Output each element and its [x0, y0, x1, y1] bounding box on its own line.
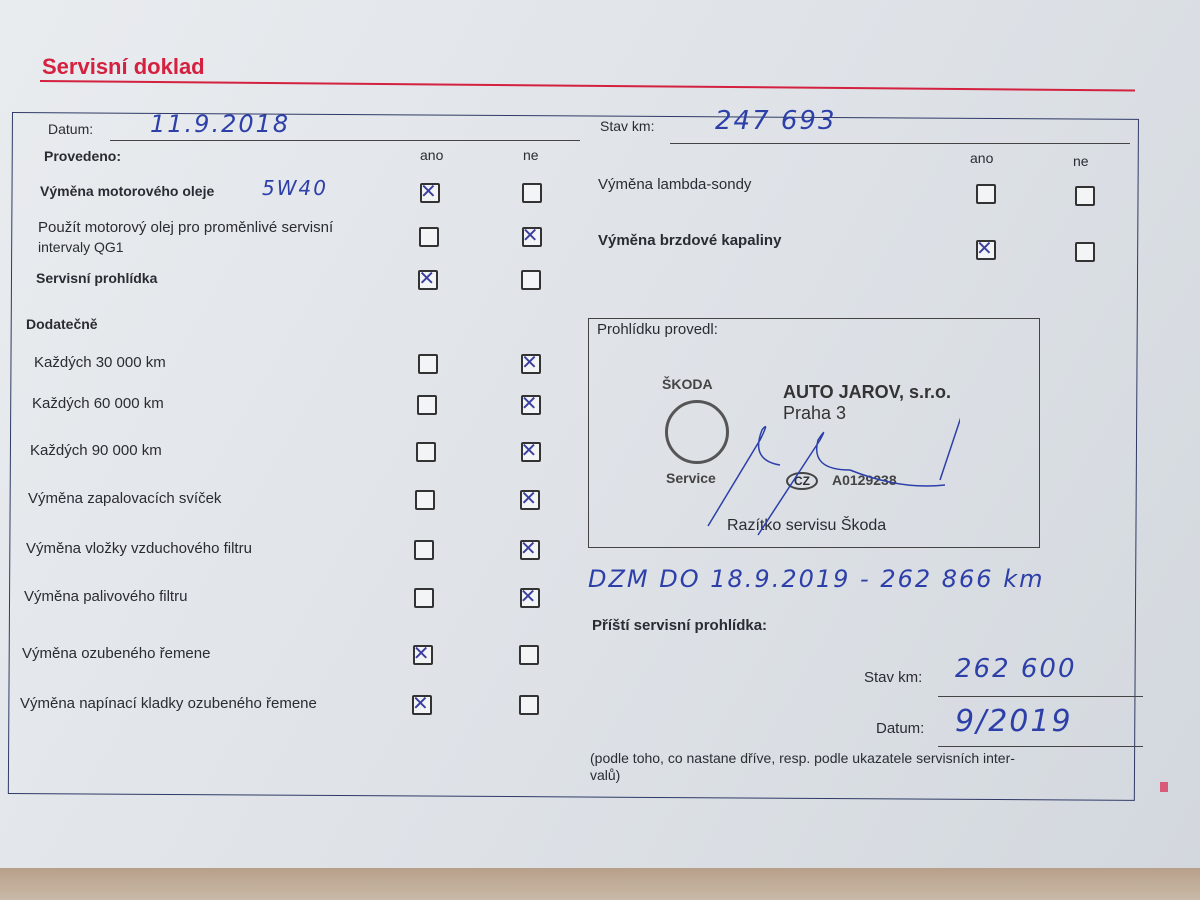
checkbox-ne[interactable] [1075, 242, 1095, 262]
stamp-company: AUTO JAROV, s.r.o. [783, 382, 952, 402]
row-label: Každých 60 000 km [32, 395, 164, 412]
row-label: Servisní prohlídka [36, 270, 158, 286]
row-label: Výměna lambda-sondy [598, 176, 752, 193]
col-ne-right: ne [1073, 153, 1089, 169]
checkbox-ano[interactable] [412, 691, 432, 716]
next-stav-value: 262 600 [955, 654, 1077, 684]
checkbox-ne[interactable] [520, 486, 541, 511]
next-datum-label: Datum: [876, 720, 925, 737]
checkbox-ano[interactable] [416, 395, 437, 415]
next-service-title: Příští servisní prohlídka: [592, 617, 768, 634]
checkbox-ne[interactable] [520, 391, 541, 416]
stav-km-label: Stav km: [600, 118, 655, 134]
footnote: (podle toho, co nastane dříve, resp. pod… [590, 750, 1015, 766]
checkbox-ano[interactable] [412, 641, 433, 666]
checkbox-ne[interactable] [522, 183, 542, 203]
next-datum-value: 9/2019 [955, 704, 1073, 739]
checkbox-ano[interactable] [976, 236, 996, 261]
col-ano-left: ano [420, 147, 444, 163]
table-surface [0, 868, 1200, 900]
next-datum-line [938, 746, 1143, 747]
checkbox-ano[interactable] [413, 588, 434, 608]
provedeno-label: Provedeno: [44, 148, 122, 164]
checkbox-ne[interactable] [521, 350, 542, 375]
stamp-code: A0129238 [832, 472, 897, 488]
stav-line [670, 143, 1130, 144]
checkbox-ne[interactable] [521, 223, 542, 248]
checkbox-ne[interactable] [519, 695, 539, 715]
checkbox-ano[interactable] [417, 354, 438, 374]
checkbox-ano[interactable] [414, 540, 435, 560]
skoda-logo-icon [665, 400, 729, 464]
checkbox-ano[interactable] [420, 179, 440, 204]
checkbox-ne[interactable] [519, 536, 540, 561]
checkbox-ne[interactable] [1075, 186, 1095, 206]
checkbox-ne[interactable] [519, 584, 540, 609]
stamp-box [588, 318, 1040, 548]
checkbox-ano[interactable] [416, 442, 436, 462]
page-title: Servisní doklad [42, 54, 205, 79]
footnote-cont: valů) [590, 767, 621, 783]
col-ano-right: ano [970, 150, 994, 166]
handwritten-note: DZM DO 18.9.2019 - 262 866 km [588, 565, 1045, 593]
oil-grade: 5W40 [262, 176, 328, 200]
dodatecne-label: Dodatečně [26, 316, 98, 332]
stamp-label: Prohlídku provedl: [597, 321, 718, 338]
row-label: Výměna palivového filtru [24, 588, 188, 605]
row-label: Výměna brzdové kapaliny [598, 232, 782, 249]
col-ne-left: ne [523, 147, 539, 163]
stamp-brand: ŠKODA [662, 376, 713, 392]
row-label-cont: intervaly QG1 [38, 239, 124, 255]
datum-line [110, 140, 580, 141]
checkbox-ne[interactable] [521, 270, 542, 290]
stamp-service: Service [666, 470, 716, 486]
row-label: Každých 90 000 km [30, 442, 162, 459]
stav-km-value: 247 693 [715, 106, 837, 136]
next-stav-line [938, 696, 1143, 697]
datum-value: 11.9.2018 [150, 110, 291, 138]
checkbox-ne[interactable] [520, 438, 541, 463]
next-stav-label: Stav km: [864, 669, 923, 686]
checkbox-ano[interactable] [418, 266, 439, 291]
stamp-country: CZ [786, 472, 818, 490]
row-label: Výměna zapalovacích svíček [28, 490, 222, 507]
checkbox-ano[interactable] [419, 227, 440, 247]
checkbox-ano[interactable] [976, 184, 996, 204]
row-label: Výměna motorového oleje [40, 183, 215, 199]
checkbox-ano[interactable] [415, 490, 436, 510]
checkbox-ne[interactable] [519, 645, 540, 665]
page-marker [1160, 782, 1168, 792]
datum-label: Datum: [48, 121, 94, 137]
document-page [0, 0, 1200, 870]
signature [707, 417, 960, 536]
row-label: Každých 30 000 km [34, 354, 166, 371]
row-label: Výměna ozubeného řemene [22, 645, 211, 662]
stamp-city: Praha 3 [783, 403, 847, 423]
row-label: Použít motorový olej pro proměnlivé serv… [38, 219, 334, 236]
row-label: Výměna vložky vzduchového filtru [26, 540, 252, 557]
row-label: Výměna napínací kladky ozubeného řemene [20, 695, 317, 712]
